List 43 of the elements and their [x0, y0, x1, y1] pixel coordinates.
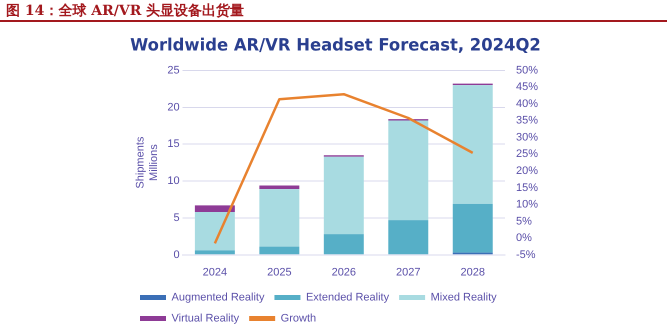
- bar: [324, 234, 364, 254]
- bar: [452, 85, 493, 204]
- y-tick-label: 0: [174, 248, 180, 261]
- y2-tick-label: 40%: [516, 98, 538, 110]
- legend-label: Growth: [280, 312, 316, 325]
- bar: [259, 185, 300, 190]
- legend-label: Mixed Reality: [430, 292, 498, 304]
- bar: [259, 189, 300, 247]
- chart-subtitle: Worldwide AR/VR Headset Forecast, 2024Q2: [130, 34, 541, 55]
- legend-label: Augmented Reality: [172, 292, 265, 304]
- legend-label: Virtual Reality: [172, 312, 240, 325]
- y-axis-title: Shipments Millions: [134, 136, 160, 189]
- y-tick-label: 15: [167, 138, 180, 150]
- y2-tick-label: 5%: [516, 215, 532, 228]
- bar: [194, 250, 235, 254]
- y2-tick-label: 20%: [516, 165, 538, 178]
- bar: [388, 120, 428, 220]
- legend-label: Extended Reality: [306, 292, 390, 304]
- bar: [259, 246, 300, 254]
- y-tick-label: 20: [167, 101, 180, 114]
- x-tick-label: 2024: [202, 266, 228, 278]
- y2-tick-label: -5%: [516, 248, 536, 261]
- y2-tick-label: 10%: [516, 198, 538, 211]
- y2-tick-label: 45%: [516, 81, 538, 94]
- y2-tick-label: 50%: [516, 64, 538, 76]
- y-tick-label: 10: [167, 175, 180, 188]
- bar: [452, 204, 493, 253]
- y-tick-label: 25: [167, 64, 180, 76]
- x-tick-label: 2027: [396, 266, 421, 278]
- y2-tick-label: 35%: [516, 114, 538, 127]
- y2-tick-label: 30%: [516, 131, 538, 144]
- x-tick-label: 2026: [332, 266, 356, 278]
- bar: [388, 220, 428, 254]
- y2-tick-label: 25%: [516, 148, 538, 160]
- y2-tick-label: 15%: [516, 182, 538, 194]
- y2-tick-label: 0%: [516, 232, 532, 244]
- y-tick-label: 5: [174, 212, 180, 224]
- bar: [194, 205, 235, 212]
- chart-title: 图 14：全球 AR/VR 头显设备出货量: [0, 0, 667, 22]
- x-tick-label: 2025: [267, 266, 292, 278]
- bar: [324, 156, 364, 234]
- bar: [194, 212, 235, 250]
- x-tick-label: 2028: [460, 266, 485, 278]
